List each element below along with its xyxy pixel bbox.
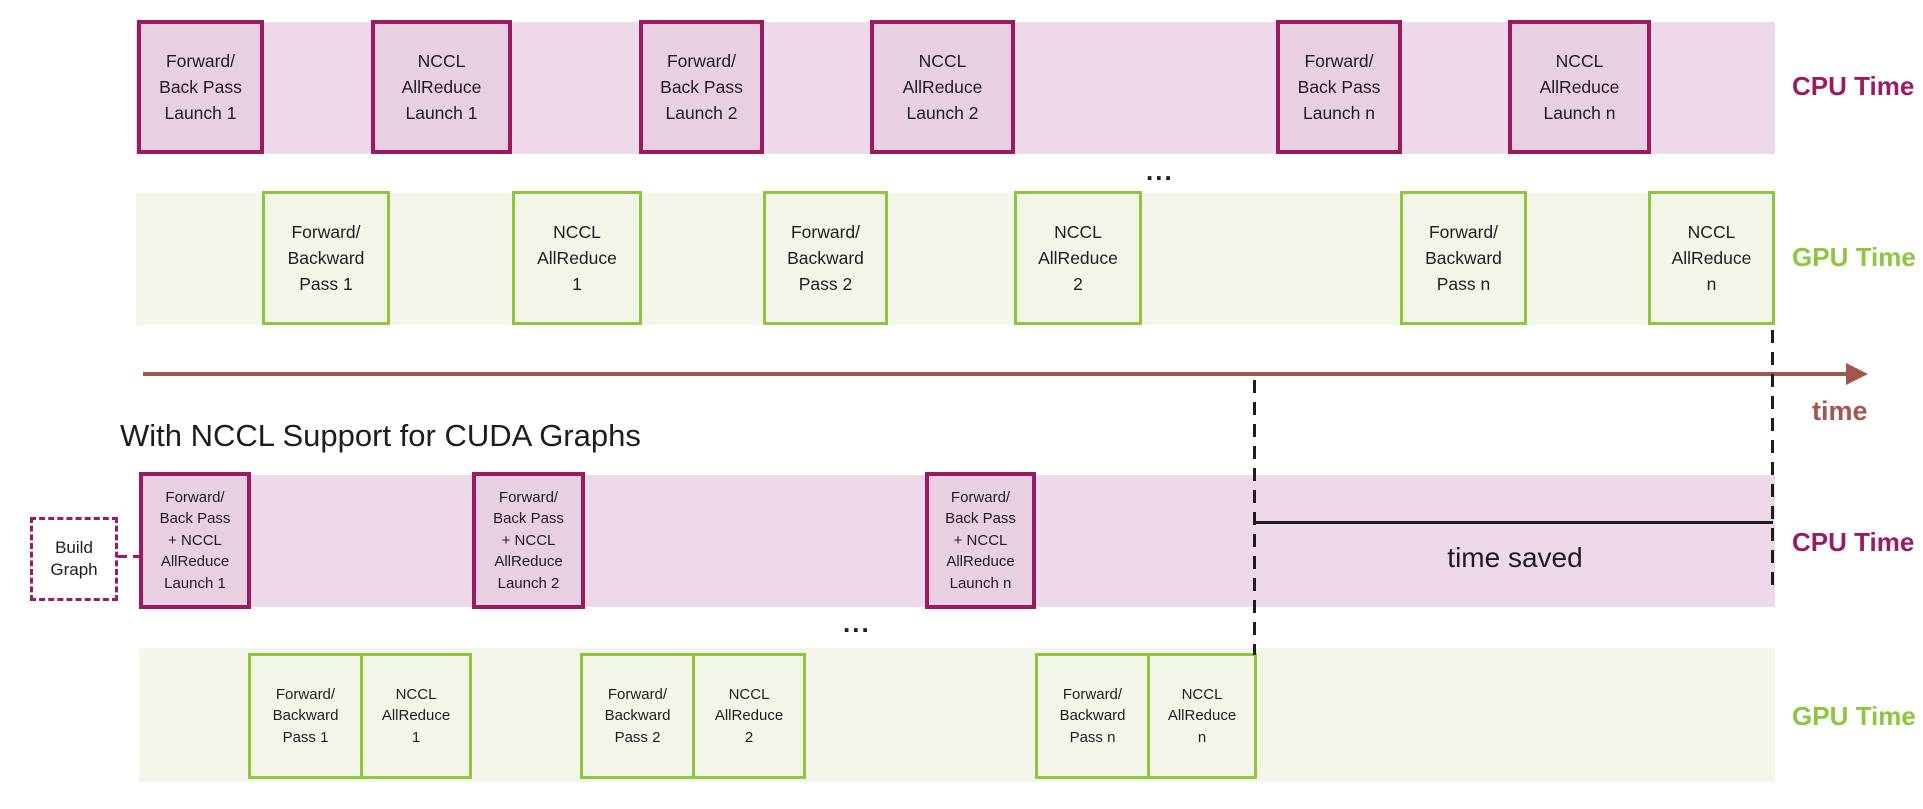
top-cpu-time-label: CPU Time [1792, 71, 1915, 101]
time-axis-arrowhead-icon [1846, 363, 1868, 385]
gpu-exec-box: Forward/ Backward Pass 2 [763, 191, 888, 325]
cpu-launch-box-label: Forward/ Back Pass Launch 1 [159, 51, 242, 123]
cpu-graph-launch-box: Forward/ Back Pass + NCCL AllReduce Laun… [472, 472, 585, 609]
gpu-exec-box-label: NCCL AllReduce 2 [1038, 222, 1118, 294]
cpu-launch-box-label: NCCL AllReduce Launch n [1539, 51, 1620, 123]
cpu-launch-box-label: NCCL AllReduce Launch 2 [902, 51, 983, 123]
cpu-graph-launch-box: Forward/ Back Pass + NCCL AllReduce Laun… [925, 472, 1036, 609]
gpu-exec-box-label: NCCL AllReduce n [1671, 222, 1752, 294]
gpu-graph-exec-box-label: Forward/ Backward Pass 1 [272, 685, 339, 746]
time-saved-bracket-line [1256, 521, 1773, 524]
time-saved-label: time saved [1447, 542, 1583, 573]
cpu-launch-box-label: NCCL AllReduce Launch 1 [401, 51, 482, 123]
gpu-exec-box: NCCL AllReduce 2 [1014, 191, 1142, 325]
build-graph-connector [118, 555, 140, 558]
cpu-launch-box-label: Forward/ Back Pass Launch 2 [660, 51, 743, 123]
bottom-gpu-time-label: GPU Time [1792, 701, 1916, 731]
time-axis-label: time [1812, 396, 1868, 426]
gpu-graph-exec-box-label: NCCL AllReduce 1 [381, 685, 451, 746]
gpu-graph-exec-box: NCCL AllReduce n [1147, 653, 1257, 779]
gpu-graph-exec-box: Forward/ Backward Pass n [1035, 653, 1150, 779]
time-axis-line [143, 372, 1849, 376]
gpu-graph-exec-box: Forward/ Backward Pass 1 [248, 653, 363, 779]
gpu-exec-box: NCCL AllReduce 1 [512, 191, 642, 325]
cpu-launch-box-label: Forward/ Back Pass Launch n [1297, 51, 1381, 123]
cpu-graph-launch-box-label: Forward/ Back Pass + NCCL AllReduce Laun… [493, 488, 564, 592]
gpu-exec-box: Forward/ Backward Pass n [1400, 191, 1527, 325]
section-title: With NCCL Support for CUDA Graphs [120, 418, 641, 453]
cpu-launch-box: NCCL AllReduce Launch n [1508, 20, 1651, 154]
gpu-exec-box-label: Forward/ Backward Pass 1 [287, 222, 365, 294]
gpu-graph-exec-box: NCCL AllReduce 1 [360, 653, 472, 779]
gpu-exec-box: NCCL AllReduce n [1648, 191, 1775, 325]
dashed-reference-line-right [1771, 330, 1774, 588]
gpu-exec-box-label: Forward/ Backward Pass 2 [787, 222, 864, 294]
build-graph-box: Build Graph [30, 517, 118, 601]
top-gpu-time-label: GPU Time [1792, 242, 1916, 272]
gpu-graph-exec-box-label: NCCL AllReduce 2 [714, 685, 784, 746]
cpu-graph-launch-box-label: Forward/ Back Pass + NCCL AllReduce Laun… [945, 488, 1016, 592]
cpu-launch-box: Forward/ Back Pass Launch n [1276, 20, 1402, 154]
cpu-launch-box: Forward/ Back Pass Launch 2 [639, 20, 764, 154]
cpu-launch-box: NCCL AllReduce Launch 1 [371, 20, 512, 154]
gpu-graph-exec-box-label: NCCL AllReduce n [1167, 685, 1237, 746]
gpu-graph-exec-box: Forward/ Backward Pass 2 [580, 653, 695, 779]
gpu-graph-exec-box-label: Forward/ Backward Pass 2 [604, 685, 671, 746]
cpu-graph-launch-box: Forward/ Back Pass + NCCL AllReduce Laun… [139, 472, 251, 609]
top-ellipsis: ... [1146, 156, 1174, 186]
cpu-graph-launch-box-label: Forward/ Back Pass + NCCL AllReduce Laun… [159, 488, 231, 592]
dashed-reference-line-left [1253, 380, 1256, 655]
gpu-graph-exec-box: NCCL AllReduce 2 [692, 653, 806, 779]
bottom-ellipsis: ... [843, 608, 871, 638]
cpu-launch-box: NCCL AllReduce Launch 2 [870, 20, 1015, 154]
bottom-cpu-time-label: CPU Time [1792, 527, 1915, 557]
build-graph-label: Build Graph [50, 538, 98, 579]
cpu-launch-box: Forward/ Back Pass Launch 1 [137, 20, 264, 154]
gpu-exec-box: Forward/ Backward Pass 1 [262, 191, 390, 325]
gpu-graph-exec-box-label: Forward/ Backward Pass n [1059, 685, 1126, 746]
gpu-exec-box-label: NCCL AllReduce 1 [537, 222, 617, 294]
gpu-exec-box-label: Forward/ Backward Pass n [1425, 222, 1502, 294]
